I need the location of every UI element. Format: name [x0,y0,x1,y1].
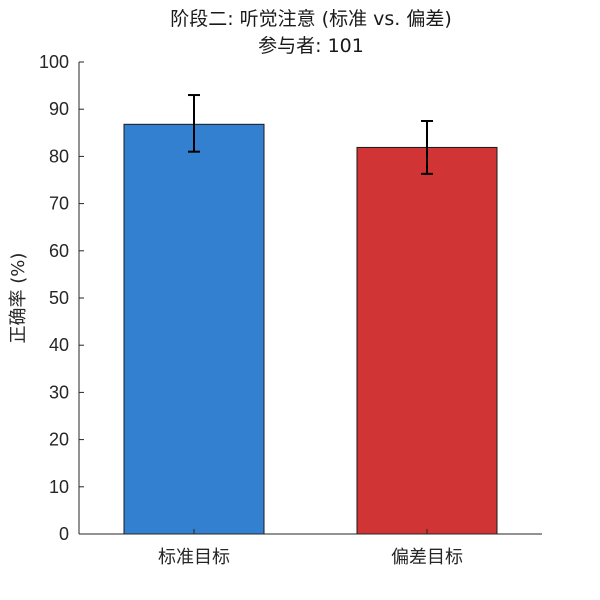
y-tick-label: 20 [49,430,69,450]
error-bar-2 [421,120,433,175]
y-ticks-group: 0 10 20 30 40 50 60 70 80 90 100 [39,52,84,544]
x-tick-labels-group: 标准目标 偏差目标 [158,529,463,568]
y-tick-label: 80 [49,146,69,166]
y-tick-label: 40 [49,335,69,355]
y-tick-label: 10 [49,477,69,497]
bars-group [123,123,498,535]
error-bar-1 [188,94,200,153]
y-axis-label: 正确率 (%) [8,253,29,344]
y-tick-label: 50 [49,288,69,308]
y-tick-label: 100 [39,52,69,72]
bar-2 [356,146,498,535]
y-tick-label: 90 [49,99,69,119]
chart-title: 阶段二: 听觉注意 (标准 vs. 偏差) [170,8,452,30]
x-tick-label-2: 偏差目标 [391,547,463,568]
y-tick-label: 0 [59,524,69,544]
y-tick-label: 70 [49,194,69,214]
x-tick-label-1: 标准目标 [158,547,230,568]
y-tick-label: 60 [49,241,69,261]
chart-subtitle: 参与者: 101 [258,35,364,57]
error-bars-group [188,94,433,175]
bar-1 [123,123,265,535]
y-tick-label: 30 [49,382,69,402]
